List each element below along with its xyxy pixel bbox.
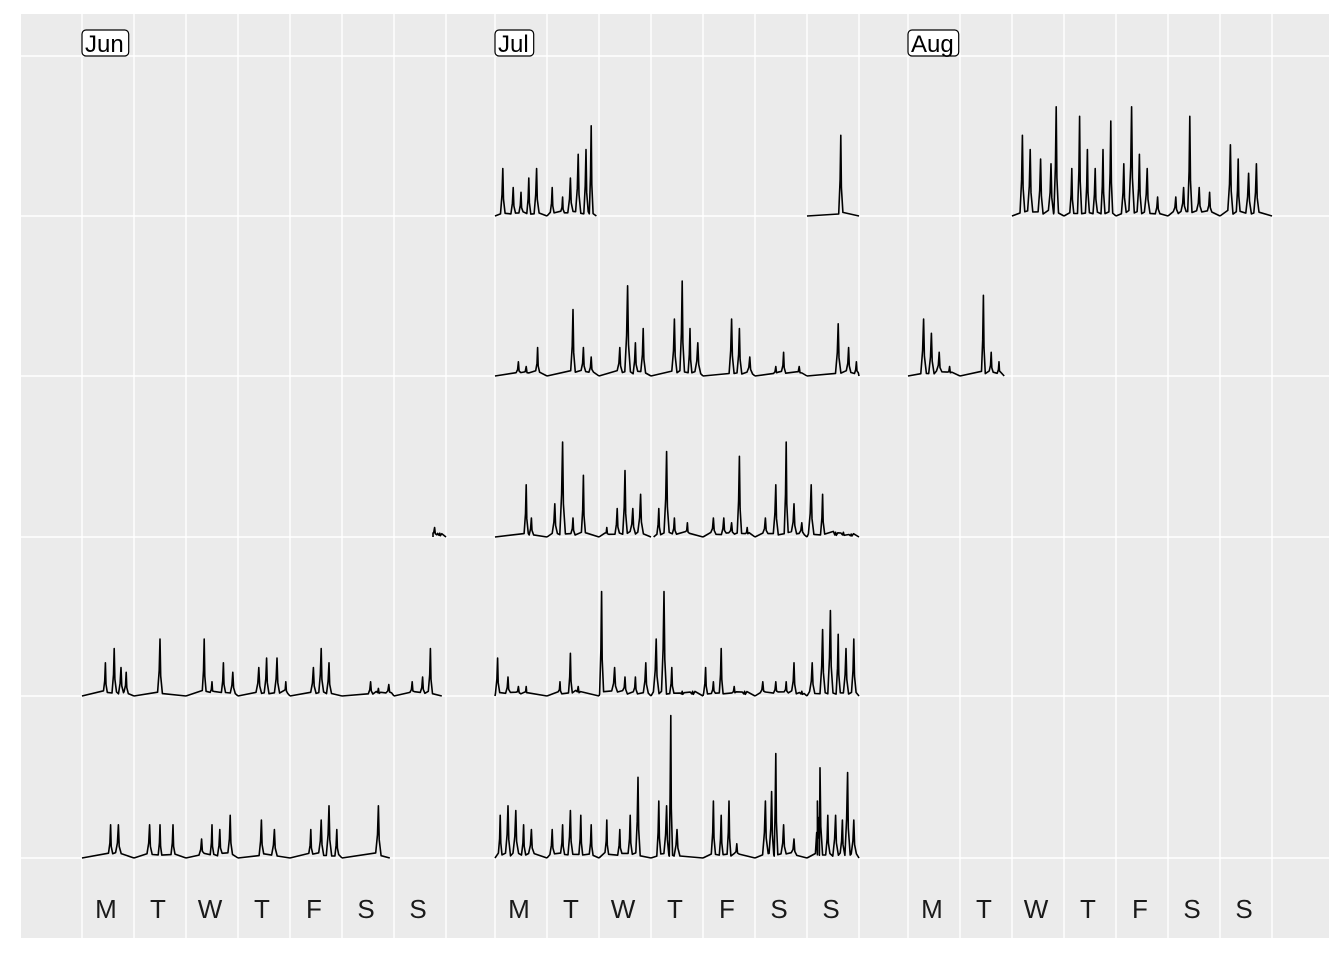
day-series-jul-w1-d2 xyxy=(598,285,652,377)
day-series-jun-w3-d0 xyxy=(81,647,135,697)
day-series-aug-w0-d3 xyxy=(1063,115,1117,217)
day-series-jul-w0-d0 xyxy=(494,167,548,217)
day-series-jun-w4-d1 xyxy=(133,824,187,859)
month-label-aug: Aug xyxy=(911,31,954,58)
day-series-aug-w0-d2 xyxy=(1011,106,1065,217)
month-label-jun: Jun xyxy=(85,31,124,58)
grid-lines xyxy=(21,14,1329,938)
labels: Jun M T W T F S S Jul M T W T F S S Aug M T W T F S S xyxy=(81,29,1253,924)
day-series-jun-w3-d1 xyxy=(133,638,187,697)
month-label-box-jun xyxy=(81,29,130,57)
day-label-jul-6: S xyxy=(822,894,839,924)
day-label-jun-6: S xyxy=(409,894,426,924)
day-series-jul-w4-d4 xyxy=(702,800,756,859)
day-series-aug-w1-d0 xyxy=(907,318,961,377)
day-series-jun-w4-d5 xyxy=(341,805,391,859)
day-label-aug-0: M xyxy=(921,894,943,924)
day-label-jul-0: M xyxy=(508,894,530,924)
day-series-jun-w4-d2 xyxy=(185,814,239,859)
day-label-jun-1: T xyxy=(150,894,166,924)
day-label-aug-3: T xyxy=(1080,894,1096,924)
day-label-jul-5: S xyxy=(770,894,787,924)
day-series-jun-w4-d0 xyxy=(81,824,135,859)
day-label-aug-1: T xyxy=(976,894,992,924)
month-label-jul: Jul xyxy=(498,31,529,58)
day-series-jun-w3-d3 xyxy=(237,657,291,697)
month-label-box-jul xyxy=(494,29,535,57)
day-label-jul-4: F xyxy=(719,894,735,924)
day-series-jul-w3-d5 xyxy=(754,662,808,697)
day-label-jul-1: T xyxy=(563,894,579,924)
day-series-jul-w4-d6 xyxy=(806,767,860,859)
day-series-jul-w4-d0 xyxy=(494,805,548,859)
day-series-aug-w0-d5 xyxy=(1167,115,1221,217)
day-series-jul-w0-d6 xyxy=(806,134,860,217)
day-series-jul-w2-d1 xyxy=(546,441,600,538)
day-series-jul-w1-d5 xyxy=(754,351,808,377)
day-series-jul-w1-d1 xyxy=(546,308,600,377)
day-label-aug-6: S xyxy=(1235,894,1252,924)
day-series-jul-w2-d0 xyxy=(494,484,548,538)
day-series-jun-w3-d2 xyxy=(185,638,239,697)
day-series-jul-w2-d3 xyxy=(653,450,704,538)
day-label-aug-5: S xyxy=(1183,894,1200,924)
day-series-aug-w0-d4 xyxy=(1115,106,1169,217)
day-label-aug-4: F xyxy=(1132,894,1148,924)
day-series-jul-w2-d5 xyxy=(754,441,808,538)
day-series-jul-w3-d4 xyxy=(702,647,756,697)
day-label-jun-4: F xyxy=(306,894,322,924)
day-series-jul-w1-d6 xyxy=(806,323,860,377)
day-label-jun-0: M xyxy=(95,894,117,924)
day-series-jun-w3-d4 xyxy=(289,647,343,697)
day-series-jul-w1-d4 xyxy=(702,318,756,377)
day-label-jul-2: W xyxy=(611,894,636,924)
day-series-jul-w3-d2 xyxy=(598,590,652,697)
day-series-jun-w4-d3 xyxy=(237,819,291,859)
day-series-jul-w4-d5 xyxy=(754,752,808,859)
day-series-jul-w3-d3 xyxy=(650,590,704,697)
day-series-aug-w0-d6 xyxy=(1219,144,1273,217)
day-series-jun-w3-d5 xyxy=(341,681,395,697)
day-series-jul-w2-d2 xyxy=(598,469,652,538)
day-series-jul-w2-d4 xyxy=(702,455,756,538)
day-series-jul-w3-d6 xyxy=(806,609,860,697)
day-series-jul-w4-d1 xyxy=(546,809,600,859)
day-series-aug-w1-d1 xyxy=(959,294,1005,377)
day-series-jun-w4-d4 xyxy=(289,805,343,859)
day-label-aug-2: W xyxy=(1024,894,1049,924)
day-series-jul-w1-d3 xyxy=(650,280,704,377)
day-series-jul-w3-d0 xyxy=(494,657,548,697)
day-label-jul-3: T xyxy=(667,894,683,924)
day-series-jul-w3-d1 xyxy=(546,652,600,697)
day-series-jul-w0-d1 xyxy=(546,125,597,217)
day-series-jul-w2-d6 xyxy=(806,484,860,538)
month-label-box-aug xyxy=(907,29,960,57)
day-series-jun-w2-d6 xyxy=(432,526,447,538)
day-label-jun-3: T xyxy=(254,894,270,924)
day-label-jun-5: S xyxy=(357,894,374,924)
day-series-jul-w4-d3 xyxy=(650,714,704,859)
day-series-jul-w4-d2 xyxy=(598,776,652,859)
day-label-jun-2: W xyxy=(198,894,223,924)
day-series-jun-w3-d6 xyxy=(393,647,442,697)
series-lines xyxy=(81,106,1273,859)
day-series-jul-w1-d0 xyxy=(494,346,548,377)
